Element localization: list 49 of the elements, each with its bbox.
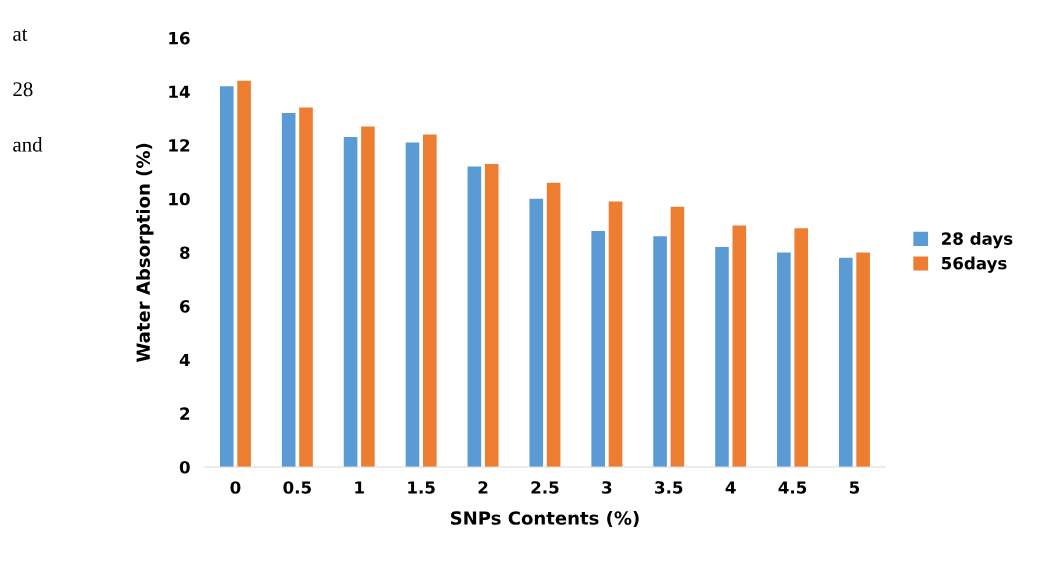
bar [299,107,313,467]
y-tick-label: 10 [169,192,190,206]
legend-label: 56days [941,256,1007,273]
y-tick-label: 2 [180,407,190,420]
y-axis-title: Water Absorption (%) [136,143,154,363]
bar [546,182,561,467]
x-tick-label: 0.5 [283,481,311,494]
legend-label: 28 days [942,232,1013,249]
text: and [13,137,43,152]
bar [670,206,685,467]
y-tick-label: 6 [180,300,190,313]
bar [653,236,667,467]
bar [219,86,234,467]
bar [777,252,791,467]
y-tick-label: 14 [169,85,190,98]
bar [423,134,437,467]
bar [794,228,809,467]
bar [529,198,544,467]
x-axis-title: SNPs Contents (%) [450,510,639,527]
bar [361,126,375,467]
text: 28 [13,82,33,97]
y-tick-label: 0 [179,460,190,474]
x-tick-label: 0 [230,481,241,494]
y-tick-label: 4 [179,353,190,367]
y-tick-label: 8 [180,246,190,260]
text: at [13,28,28,41]
x-tick-label: 3.5 [655,481,683,494]
bar [732,225,747,467]
bar [467,166,482,467]
bar [608,201,623,467]
x-tick-label: 1 [355,481,364,494]
bar [591,230,605,467]
y-tick-label: 12 [169,139,190,152]
x-tick-label: 4.5 [778,481,807,494]
bar [237,80,251,467]
x-tick-label: 3 [602,481,612,494]
bar [715,247,729,467]
bar [484,163,499,467]
bar [405,142,420,467]
bar [856,252,870,467]
y-tick-label: 16 [169,31,190,45]
x-tick-label: 4 [725,481,736,494]
bar [281,112,296,467]
bar [343,137,358,467]
bar [838,257,853,467]
x-tick-label: 2.5 [531,481,559,494]
x-tick-label: 5 [849,481,860,494]
x-tick-label: 2 [478,481,488,494]
x-tick-label: 1.5 [408,481,435,494]
